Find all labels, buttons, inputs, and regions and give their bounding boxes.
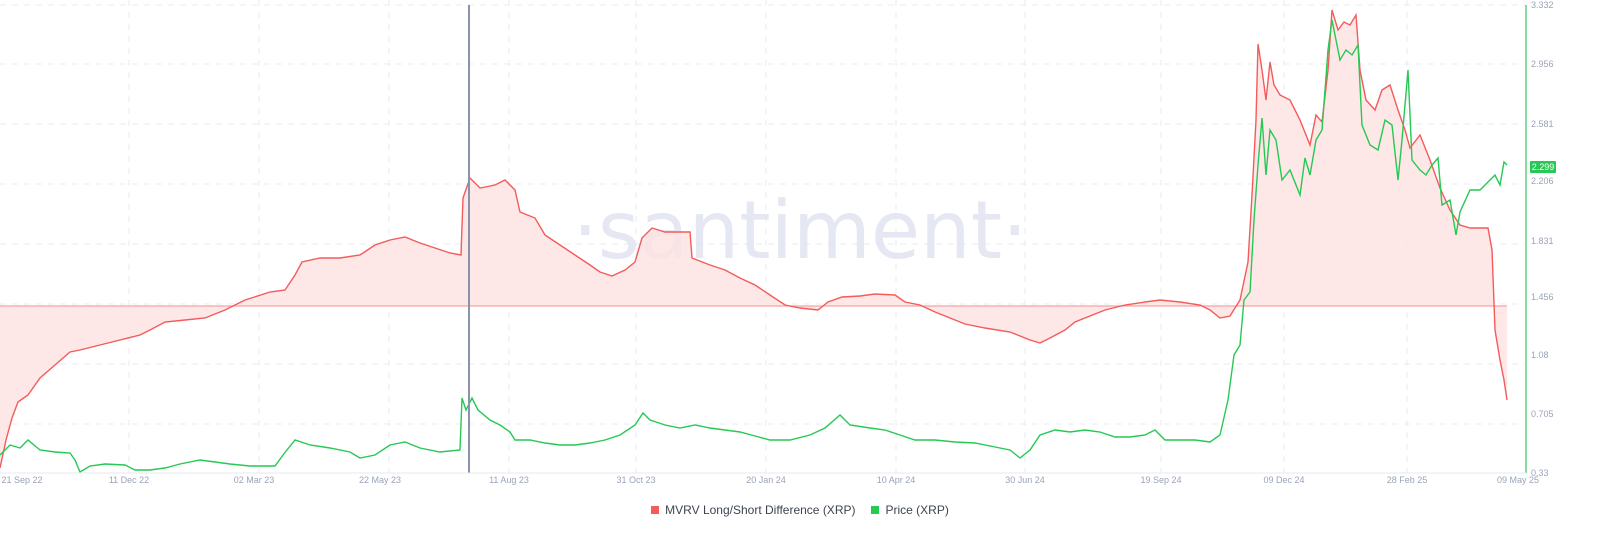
svg-text:2.206: 2.206 [1531,176,1554,186]
svg-text:28 Feb 25: 28 Feb 25 [1387,475,1428,485]
svg-text:1.456: 1.456 [1531,292,1554,302]
svg-text:09 May 25: 09 May 25 [1497,475,1539,485]
mvrv-swatch-icon [651,506,660,514]
legend-item-mvrv[interactable]: MVRV Long/Short Difference (XRP) [651,503,855,517]
svg-text:31 Oct 23: 31 Oct 23 [616,475,655,485]
chart-legend: MVRV Long/Short Difference (XRP) Price (… [0,503,1600,517]
svg-text:22 May 23: 22 May 23 [359,475,401,485]
svg-text:1.831: 1.831 [1531,236,1554,246]
mvrv-line [0,9,1508,469]
svg-text:10 Apr 24: 10 Apr 24 [877,475,916,485]
svg-text:1.08: 1.08 [1531,350,1549,360]
svg-text:11 Dec 22: 11 Dec 22 [109,475,149,485]
current-price-badge: 2.299 [1530,161,1556,173]
mvrv-area [0,10,1507,468]
svg-text:02 Mar 23: 02 Mar 23 [234,475,275,485]
svg-text:21 Sep 22: 21 Sep 22 [1,475,42,485]
svg-text:20 Jan 24: 20 Jan 24 [746,475,786,485]
svg-text:2.956: 2.956 [1531,59,1554,69]
svg-text:09 Dec 24: 09 Dec 24 [1263,475,1304,485]
svg-text:2.299: 2.299 [1532,162,1555,172]
legend-label-price: Price (XRP) [885,503,949,517]
price-line [0,19,1508,474]
svg-text:0.33: 0.33 [1531,468,1549,478]
svg-text:2.581: 2.581 [1531,119,1554,129]
svg-text:0.705: 0.705 [1531,409,1554,419]
legend-label-mvrv: MVRV Long/Short Difference (XRP) [665,503,856,517]
x-axis-ticks: 21 Sep 22 11 Dec 22 02 Mar 23 22 May 23 … [1,475,1539,485]
svg-text:19 Sep 24: 19 Sep 24 [1140,475,1181,485]
svg-text:30 Jun 24: 30 Jun 24 [1005,475,1045,485]
svg-text:11 Aug 23: 11 Aug 23 [489,475,529,485]
svg-text:3.332: 3.332 [1531,0,1554,10]
legend-item-price[interactable]: Price (XRP) [871,503,949,517]
y-axis-ticks: 3.332 2.956 2.581 2.206 1.831 1.456 1.08… [1531,0,1554,478]
price-swatch-icon [871,506,880,514]
